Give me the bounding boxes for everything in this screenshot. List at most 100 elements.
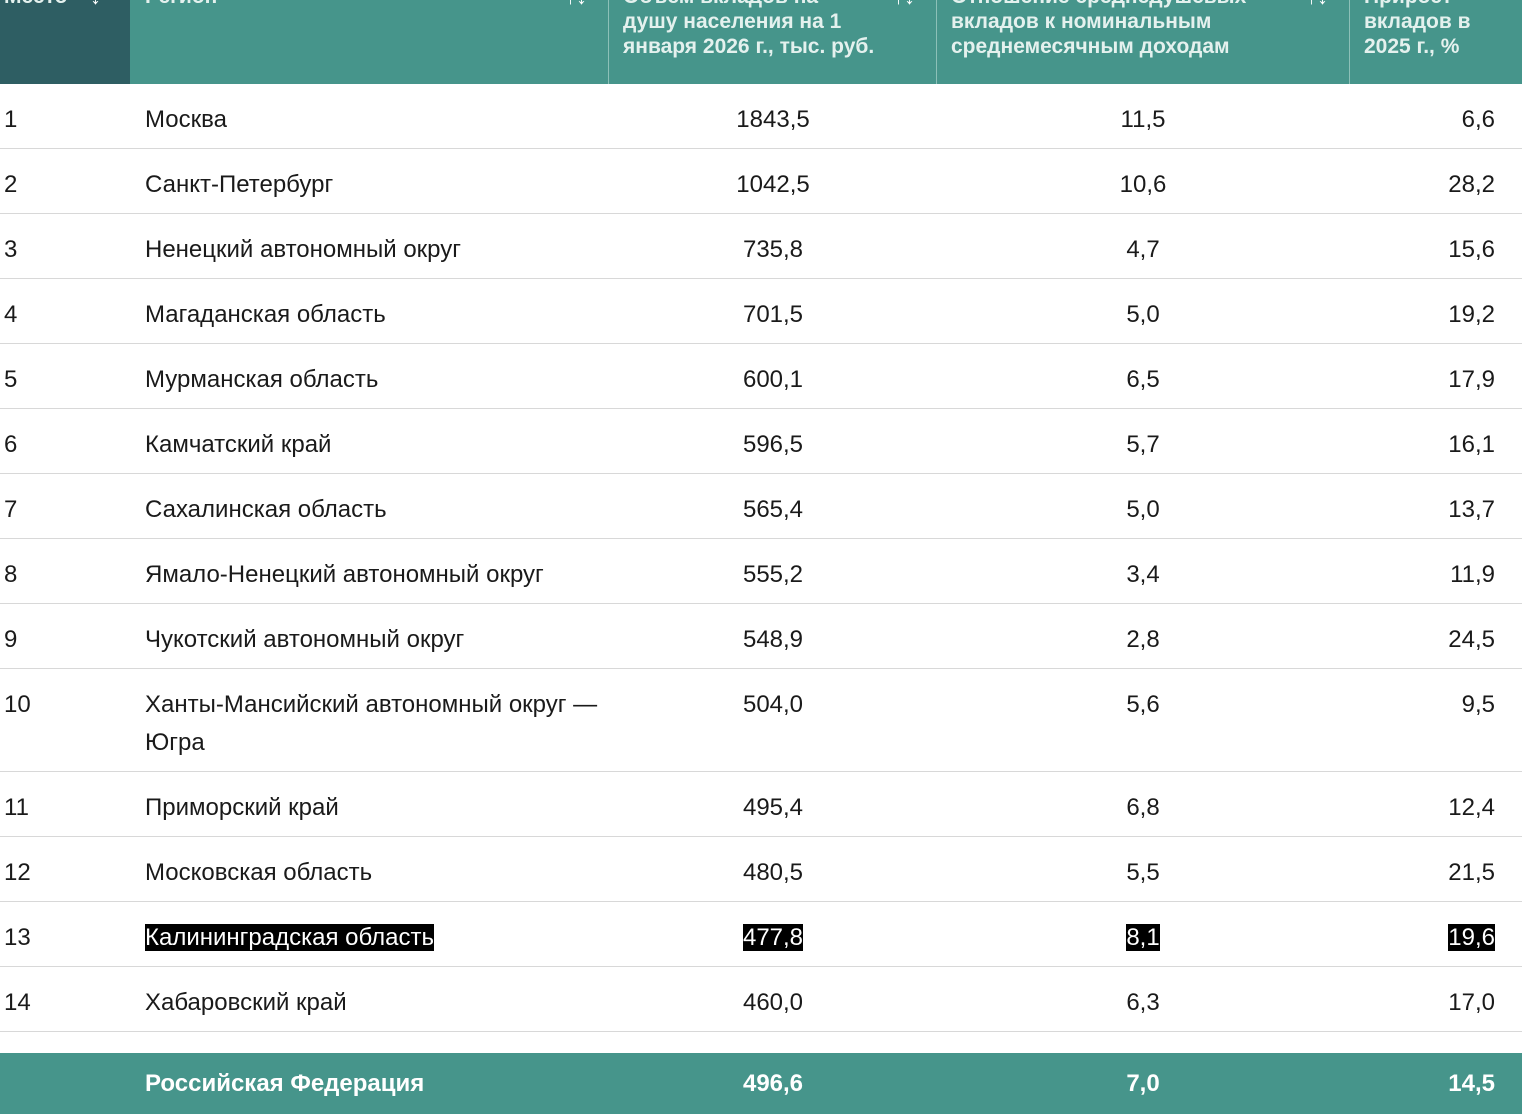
place-text: 3 xyxy=(4,236,18,263)
cell-ratio: 11,5 xyxy=(1070,101,1216,139)
cell-volume: 460,0 xyxy=(700,984,846,1022)
header-region[interactable]: Регион ↑↓ xyxy=(130,0,608,84)
table-row: 1 Москва 1843,5 11,5 6,6 xyxy=(0,84,1522,149)
total-row: Российская Федерация 496,6 7,0 14,5 xyxy=(0,1053,1522,1114)
growth-text: 6,6 xyxy=(1461,106,1495,133)
cell-region: Ямало-Ненецкий автономный округ xyxy=(145,556,615,594)
cell-growth: 15,6 xyxy=(1448,231,1495,269)
header-ratio[interactable]: Отношение среднедушевых вкладов к номина… xyxy=(936,0,1349,84)
cell-ratio: 6,3 xyxy=(1070,984,1216,1022)
table-row: 14 Хабаровский край 460,0 6,3 17,0 xyxy=(0,967,1522,1032)
table-row: 2 Санкт-Петербург 1042,5 10,6 28,2 xyxy=(0,149,1522,214)
region-text: Хабаровский край xyxy=(145,989,347,1016)
cell-volume: 565,4 xyxy=(700,491,846,529)
cell-region: Москва xyxy=(145,101,615,139)
cell-place: 7 xyxy=(4,491,17,529)
volume-text: 701,5 xyxy=(742,301,804,328)
place-text: 5 xyxy=(4,366,18,393)
cell-ratio: 5,0 xyxy=(1070,296,1216,334)
cell-ratio: 10,6 xyxy=(1070,166,1216,204)
cell-region: Московская область xyxy=(145,854,615,892)
header-growth[interactable]: Прирост вкладов в 2025 г., % xyxy=(1349,0,1522,84)
volume-text: 596,5 xyxy=(742,431,804,458)
region-text: Ямало-Ненецкий автономный округ xyxy=(145,561,544,588)
growth-text: 12,4 xyxy=(1448,794,1495,821)
growth-text: 15,6 xyxy=(1448,236,1495,263)
table-row: 12 Московская область 480,5 5,5 21,5 xyxy=(0,837,1522,902)
header-volume[interactable]: Объем вкладов на душу населения на 1 янв… xyxy=(608,0,936,84)
sort-desc-icon[interactable]: ↓ xyxy=(90,0,101,9)
volume-text: 477,8 xyxy=(742,924,804,951)
cell-region: Ханты-Мансийский автономный округ — Югра xyxy=(145,686,615,762)
table-row: 5 Мурманская область 600,1 6,5 17,9 xyxy=(0,344,1522,409)
volume-text: 480,5 xyxy=(742,859,804,886)
ratio-text: 6,5 xyxy=(1126,366,1160,393)
cell-place: 13 xyxy=(4,919,31,957)
cell-growth: 28,2 xyxy=(1448,166,1495,204)
volume-text: 504,0 xyxy=(742,691,804,718)
cell-place: 6 xyxy=(4,426,17,464)
table-header: Место ↓ Регион ↑↓ Объем вкладов на душу на… xyxy=(0,0,1522,84)
header-place[interactable]: Место ↓ xyxy=(0,0,130,84)
region-text: Мурманская область xyxy=(145,366,379,393)
total-growth: 14,5 xyxy=(1448,1070,1495,1097)
place-text: 14 xyxy=(4,989,31,1016)
place-text: 9 xyxy=(4,626,18,653)
place-text: 12 xyxy=(4,859,31,886)
place-text: 4 xyxy=(4,301,18,328)
cell-region: Приморский край xyxy=(145,789,615,827)
cell-growth: 9,5 xyxy=(1462,686,1495,724)
ratio-text: 5,5 xyxy=(1126,859,1160,886)
volume-text: 495,4 xyxy=(742,794,804,821)
cell-growth: 17,9 xyxy=(1448,361,1495,399)
cell-region: Санкт-Петербург xyxy=(145,166,615,204)
volume-text: 548,9 xyxy=(742,626,804,653)
cell-ratio: 8,1 xyxy=(1070,919,1216,957)
total-region: Российская Федерация xyxy=(145,1070,425,1097)
sort-icon[interactable]: ↑↓ xyxy=(1306,0,1328,9)
region-text: Московская область xyxy=(145,859,373,886)
table-row: 6 Камчатский край 596,5 5,7 16,1 xyxy=(0,409,1522,474)
cell-region: Сахалинская область xyxy=(145,491,615,529)
ratio-text: 5,0 xyxy=(1126,301,1160,328)
cell-volume: 596,5 xyxy=(700,426,846,464)
sort-icon[interactable]: ↑↓ xyxy=(893,0,915,9)
volume-text: 1042,5 xyxy=(736,171,810,198)
cell-volume: 548,9 xyxy=(700,621,846,659)
cell-volume: 735,8 xyxy=(700,231,846,269)
place-text: 2 xyxy=(4,171,18,198)
region-text: Сахалинская область xyxy=(145,496,387,523)
cell-growth: 21,5 xyxy=(1448,854,1495,892)
place-text: 10 xyxy=(4,691,31,718)
place-text: 11 xyxy=(4,794,29,821)
growth-text: 24,5 xyxy=(1448,626,1495,653)
cell-growth: 19,6 xyxy=(1448,919,1495,957)
volume-text: 555,2 xyxy=(742,561,804,588)
divider xyxy=(1349,0,1350,84)
cell-region: Калининградская область xyxy=(145,919,615,957)
cell-region: Чукотский автономный округ xyxy=(145,621,615,659)
cell-ratio: 6,5 xyxy=(1070,361,1216,399)
ratio-text: 2,8 xyxy=(1126,626,1160,653)
cell-volume: 1042,5 xyxy=(700,166,846,204)
cell-growth: 12,4 xyxy=(1448,789,1495,827)
cell-volume: 495,4 xyxy=(700,789,846,827)
cell-volume: 600,1 xyxy=(700,361,846,399)
volume-text: 600,1 xyxy=(742,366,804,393)
cell-ratio: 5,7 xyxy=(1070,426,1216,464)
place-text: 8 xyxy=(4,561,18,588)
ratio-text: 6,8 xyxy=(1126,794,1160,821)
place-text: 7 xyxy=(4,496,18,523)
cell-region: Ненецкий автономный округ xyxy=(145,231,615,269)
cell-growth: 19,2 xyxy=(1448,296,1495,334)
region-text: Магаданская область xyxy=(145,301,386,328)
place-text: 13 xyxy=(4,924,31,951)
growth-text: 9,5 xyxy=(1461,691,1495,718)
table-row: 13 Калининградская область 477,8 8,1 19,6 xyxy=(0,902,1522,967)
ratio-text: 4,7 xyxy=(1126,236,1160,263)
region-text: Калининградская область xyxy=(145,924,435,951)
cell-growth: 11,9 xyxy=(1450,556,1495,594)
ratio-text: 3,4 xyxy=(1126,561,1160,588)
cell-growth: 16,1 xyxy=(1448,426,1495,464)
sort-icon[interactable]: ↑↓ xyxy=(565,0,587,9)
